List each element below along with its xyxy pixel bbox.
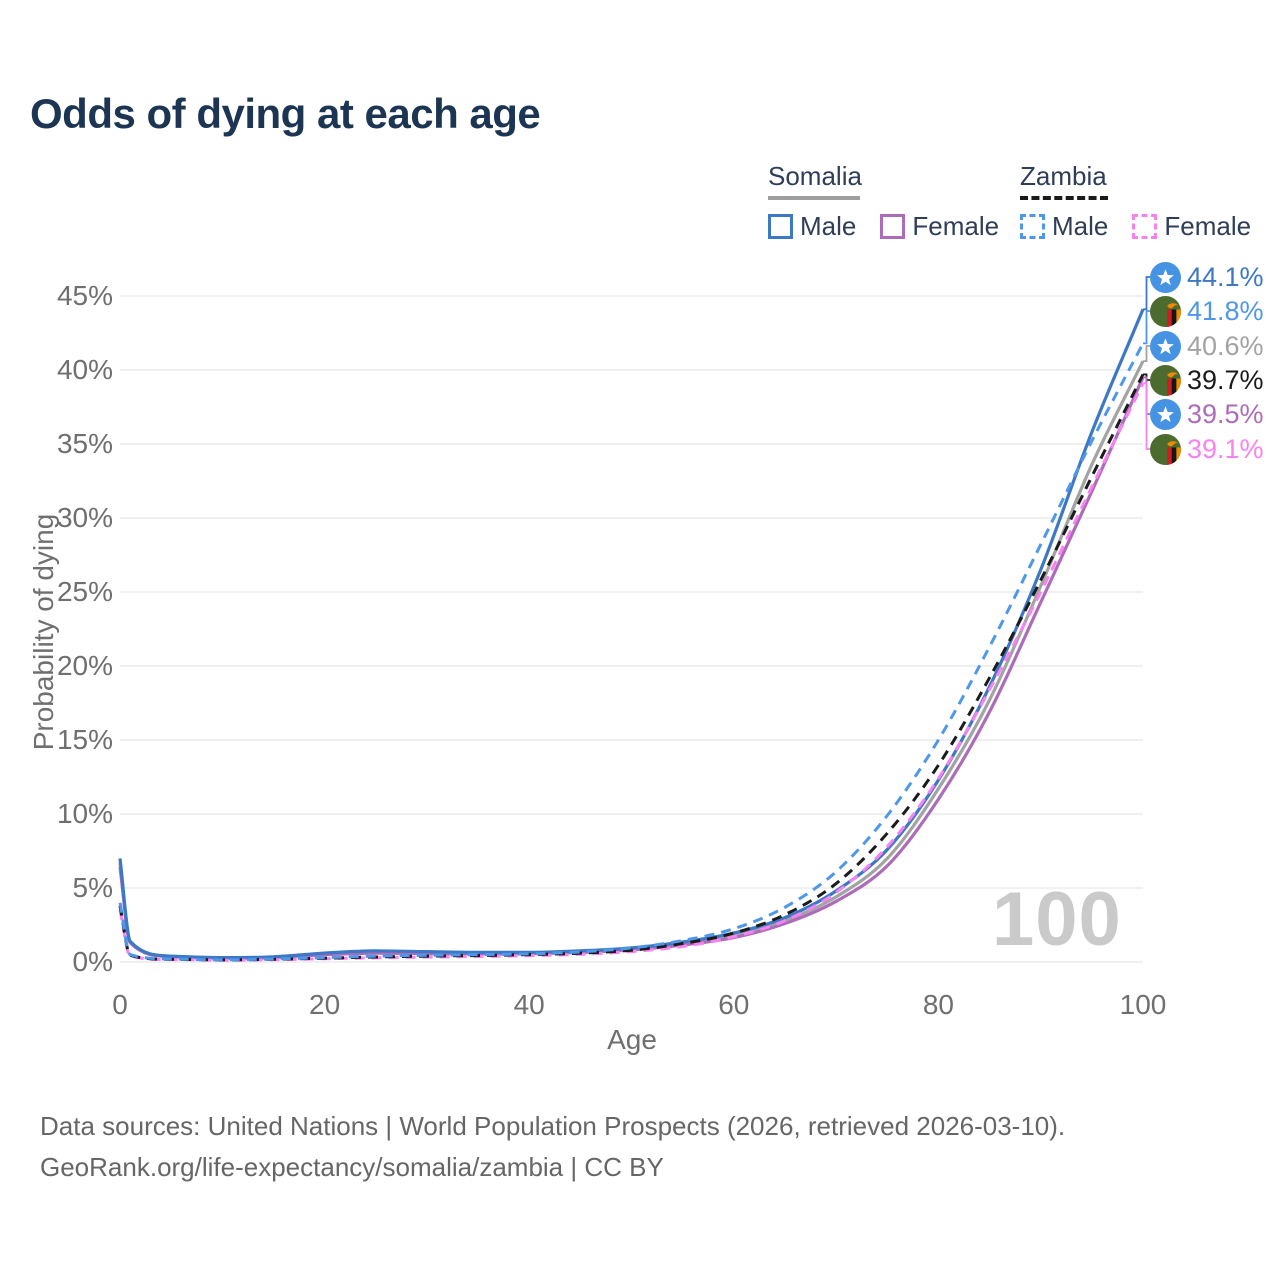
line-somalia-female[interactable] — [118, 376, 1145, 960]
connector-somalia — [1143, 345, 1150, 362]
somalia-flag-icon — [1150, 261, 1181, 293]
legend-group-zambia: Zambia Male Female — [1020, 161, 1251, 242]
y-tick-label: 20% — [56, 650, 113, 681]
end-label-value: 40.6% — [1187, 331, 1264, 361]
legend-item-zambia-female[interactable]: Female — [1132, 211, 1251, 242]
connector-somalia-male — [1143, 276, 1150, 311]
end-label-zambia-female: 39.1% — [1150, 432, 1264, 466]
y-tick-label: 35% — [56, 428, 113, 459]
x-tick-label: 20 — [309, 989, 341, 1020]
y-tick-label: 0% — [72, 946, 113, 977]
x-tick-label: 60 — [718, 989, 750, 1020]
end-label-somalia-female: 39.5% — [1150, 397, 1264, 431]
end-label-value: 39.5% — [1187, 399, 1264, 429]
y-tick-label: 30% — [56, 502, 113, 533]
x-tick-label: 40 — [513, 989, 545, 1020]
data-sources-line: Data sources: United Nations | World Pop… — [40, 1111, 1066, 1141]
y-tick-label: 25% — [56, 576, 113, 607]
zambia-male-swatch — [1020, 214, 1045, 239]
zambia-female-swatch — [1132, 214, 1158, 239]
age-watermark: 100 — [992, 877, 1122, 962]
legend-item-zambia-male[interactable]: Male — [1020, 211, 1108, 242]
somalia-male-swatch — [768, 214, 793, 239]
legend-country-somalia: Somalia — [768, 161, 862, 191]
legend-label: Male — [1052, 211, 1109, 241]
y-tick-label: 15% — [56, 724, 113, 755]
end-label-value: 44.1% — [1187, 262, 1264, 292]
y-axis-title: Probability of dying — [28, 513, 59, 751]
x-tick-label: 0 — [112, 989, 128, 1020]
x-tick-label: 100 — [1119, 989, 1167, 1020]
legend-item-somalia-male[interactable]: Male — [768, 211, 856, 242]
zambia-flag-icon — [1150, 364, 1181, 396]
legend-group-somalia: Somalia Male Female — [768, 161, 999, 242]
somalia-female-swatch — [880, 214, 906, 239]
legend-label: Female — [1164, 211, 1252, 241]
legend-label: Male — [800, 211, 857, 241]
end-label-somalia-male: 44.1% — [1150, 260, 1264, 294]
end-label-value: 39.7% — [1187, 365, 1264, 395]
legend-country-zambia: Zambia — [1020, 161, 1107, 191]
legend-item-somalia-female[interactable]: Female — [880, 211, 999, 242]
line-zambia-male[interactable] — [118, 342, 1145, 962]
y-tick-label: 10% — [56, 798, 113, 829]
line-somalia[interactable] — [118, 360, 1145, 960]
x-tick-label: 80 — [922, 989, 954, 1020]
somalia-flag-icon — [1150, 330, 1181, 362]
legend-label: Female — [912, 211, 1000, 241]
line-zambia[interactable] — [118, 373, 1145, 962]
end-label-value: 41.8% — [1187, 296, 1264, 326]
end-label-zambia-male: 41.8% — [1150, 294, 1264, 328]
y-tick-label: 45% — [56, 280, 113, 311]
zambia-flag-icon — [1150, 433, 1181, 465]
end-label-value: 39.1% — [1187, 434, 1264, 464]
x-axis-title: Age — [607, 1024, 657, 1055]
zambia-flag-icon — [1150, 295, 1181, 327]
y-tick-label: 5% — [72, 872, 113, 903]
legend-underline-zambia — [1020, 196, 1108, 200]
y-tick-label: 40% — [56, 354, 113, 385]
line-zambia-female[interactable] — [118, 382, 1145, 962]
attribution-line: GeoRank.org/life-expectancy/somalia/zamb… — [40, 1152, 664, 1182]
connector-zambia-female — [1143, 382, 1150, 450]
end-label-somalia: 40.6% — [1150, 329, 1264, 363]
somalia-flag-icon — [1150, 398, 1181, 430]
footer: Data sources: United Nations | World Pop… — [40, 1106, 1065, 1188]
chart-title: Odds of dying at each age — [30, 90, 541, 137]
connector-zambia-male — [1143, 310, 1150, 345]
legend-underline-somalia — [768, 196, 860, 200]
line-somalia-male[interactable] — [118, 308, 1145, 960]
end-label-zambia: 39.7% — [1150, 363, 1264, 397]
